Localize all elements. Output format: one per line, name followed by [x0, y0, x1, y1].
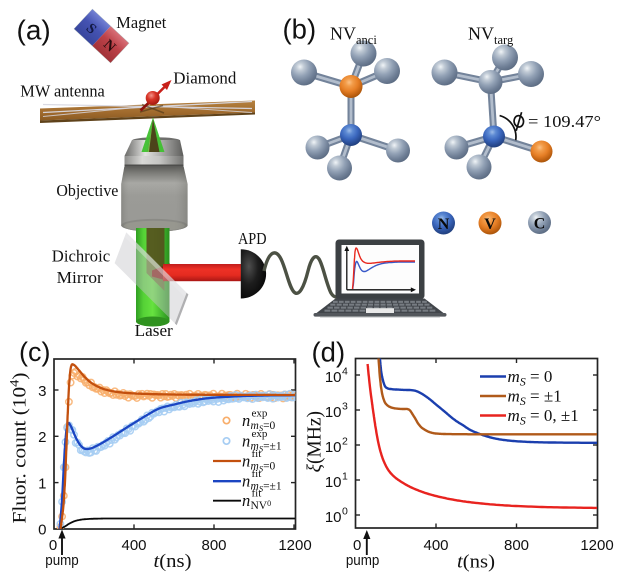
svg-text:1: 1 [342, 471, 348, 483]
svg-text:MW antenna: MW antenna [20, 82, 105, 101]
svg-text:10: 10 [325, 474, 342, 491]
svg-text:mS=0: mS=0 [251, 460, 276, 473]
svg-text:APD: APD [238, 229, 267, 248]
svg-text:fit: fit [252, 488, 262, 500]
svg-text:fit: fit [252, 468, 262, 480]
svg-text:n: n [242, 452, 250, 471]
svg-text:mS=±1: mS=±1 [251, 481, 282, 494]
svg-text:C: C [534, 216, 546, 233]
svg-text:exp: exp [252, 408, 268, 420]
svg-text:pump: pump [45, 552, 79, 569]
svg-text:N: N [438, 216, 450, 233]
svg-text:pump: pump [346, 552, 380, 569]
svg-text:V: V [484, 216, 496, 233]
svg-text:Diamond: Diamond [173, 69, 236, 88]
svg-text:ξ(MHz): ξ(MHz) [305, 411, 326, 472]
svg-text:(a): (a) [17, 15, 51, 46]
svg-text:10: 10 [325, 369, 342, 386]
svg-text:1200: 1200 [278, 537, 311, 554]
svg-text:3: 3 [342, 401, 348, 413]
svg-text:Magnet: Magnet [116, 13, 166, 32]
svg-text:10: 10 [325, 404, 342, 421]
svg-text:3: 3 [38, 383, 46, 400]
svg-text:NVanci: NVanci [330, 23, 377, 47]
svg-text:400: 400 [423, 537, 448, 554]
svg-text:0: 0 [342, 506, 348, 518]
svg-text:(c): (c) [19, 337, 50, 367]
svg-text:0: 0 [49, 537, 57, 554]
svg-text:mS = ±1: mS = ±1 [508, 387, 562, 409]
svg-text:NV0: NV0 [251, 499, 272, 512]
svg-text:n: n [242, 432, 250, 451]
svg-text:= 109.47°: = 109.47° [528, 112, 601, 131]
svg-text:(d): (d) [312, 336, 346, 367]
svg-text:Objective: Objective [56, 181, 118, 200]
svg-text:(b): (b) [283, 14, 317, 45]
svg-text:t(ns): t(ns) [154, 552, 192, 572]
svg-text:10: 10 [325, 439, 342, 456]
svg-text:NVtarg: NVtarg [468, 23, 514, 47]
svg-text:mS=±1: mS=±1 [251, 440, 282, 453]
svg-text:mS = 0: mS = 0 [508, 367, 553, 389]
svg-text:fit: fit [252, 448, 262, 460]
svg-text:Fluor. count (104): Fluor. count (104) [7, 373, 31, 524]
svg-text:800: 800 [201, 537, 226, 554]
svg-text:mS = 0, ±1: mS = 0, ±1 [508, 406, 579, 428]
svg-text:exp: exp [252, 428, 268, 440]
svg-text:n: n [242, 491, 250, 510]
svg-text:10: 10 [325, 509, 342, 526]
svg-text:1200: 1200 [580, 537, 613, 554]
svg-text:1: 1 [38, 475, 46, 492]
svg-text:t(ns): t(ns) [457, 553, 495, 573]
svg-text:Mirror: Mirror [57, 268, 103, 287]
svg-text:4: 4 [342, 366, 348, 378]
svg-text:n: n [242, 411, 250, 430]
svg-text:mS=0: mS=0 [251, 420, 276, 433]
svg-text:2: 2 [38, 429, 46, 446]
svg-text:400: 400 [121, 537, 146, 554]
svg-text:0: 0 [353, 537, 361, 554]
svg-text:2: 2 [342, 436, 348, 448]
svg-text:0: 0 [38, 522, 46, 539]
svg-text:Dichroic: Dichroic [52, 246, 111, 265]
svg-text:n: n [242, 472, 250, 491]
svg-text:800: 800 [504, 537, 529, 554]
